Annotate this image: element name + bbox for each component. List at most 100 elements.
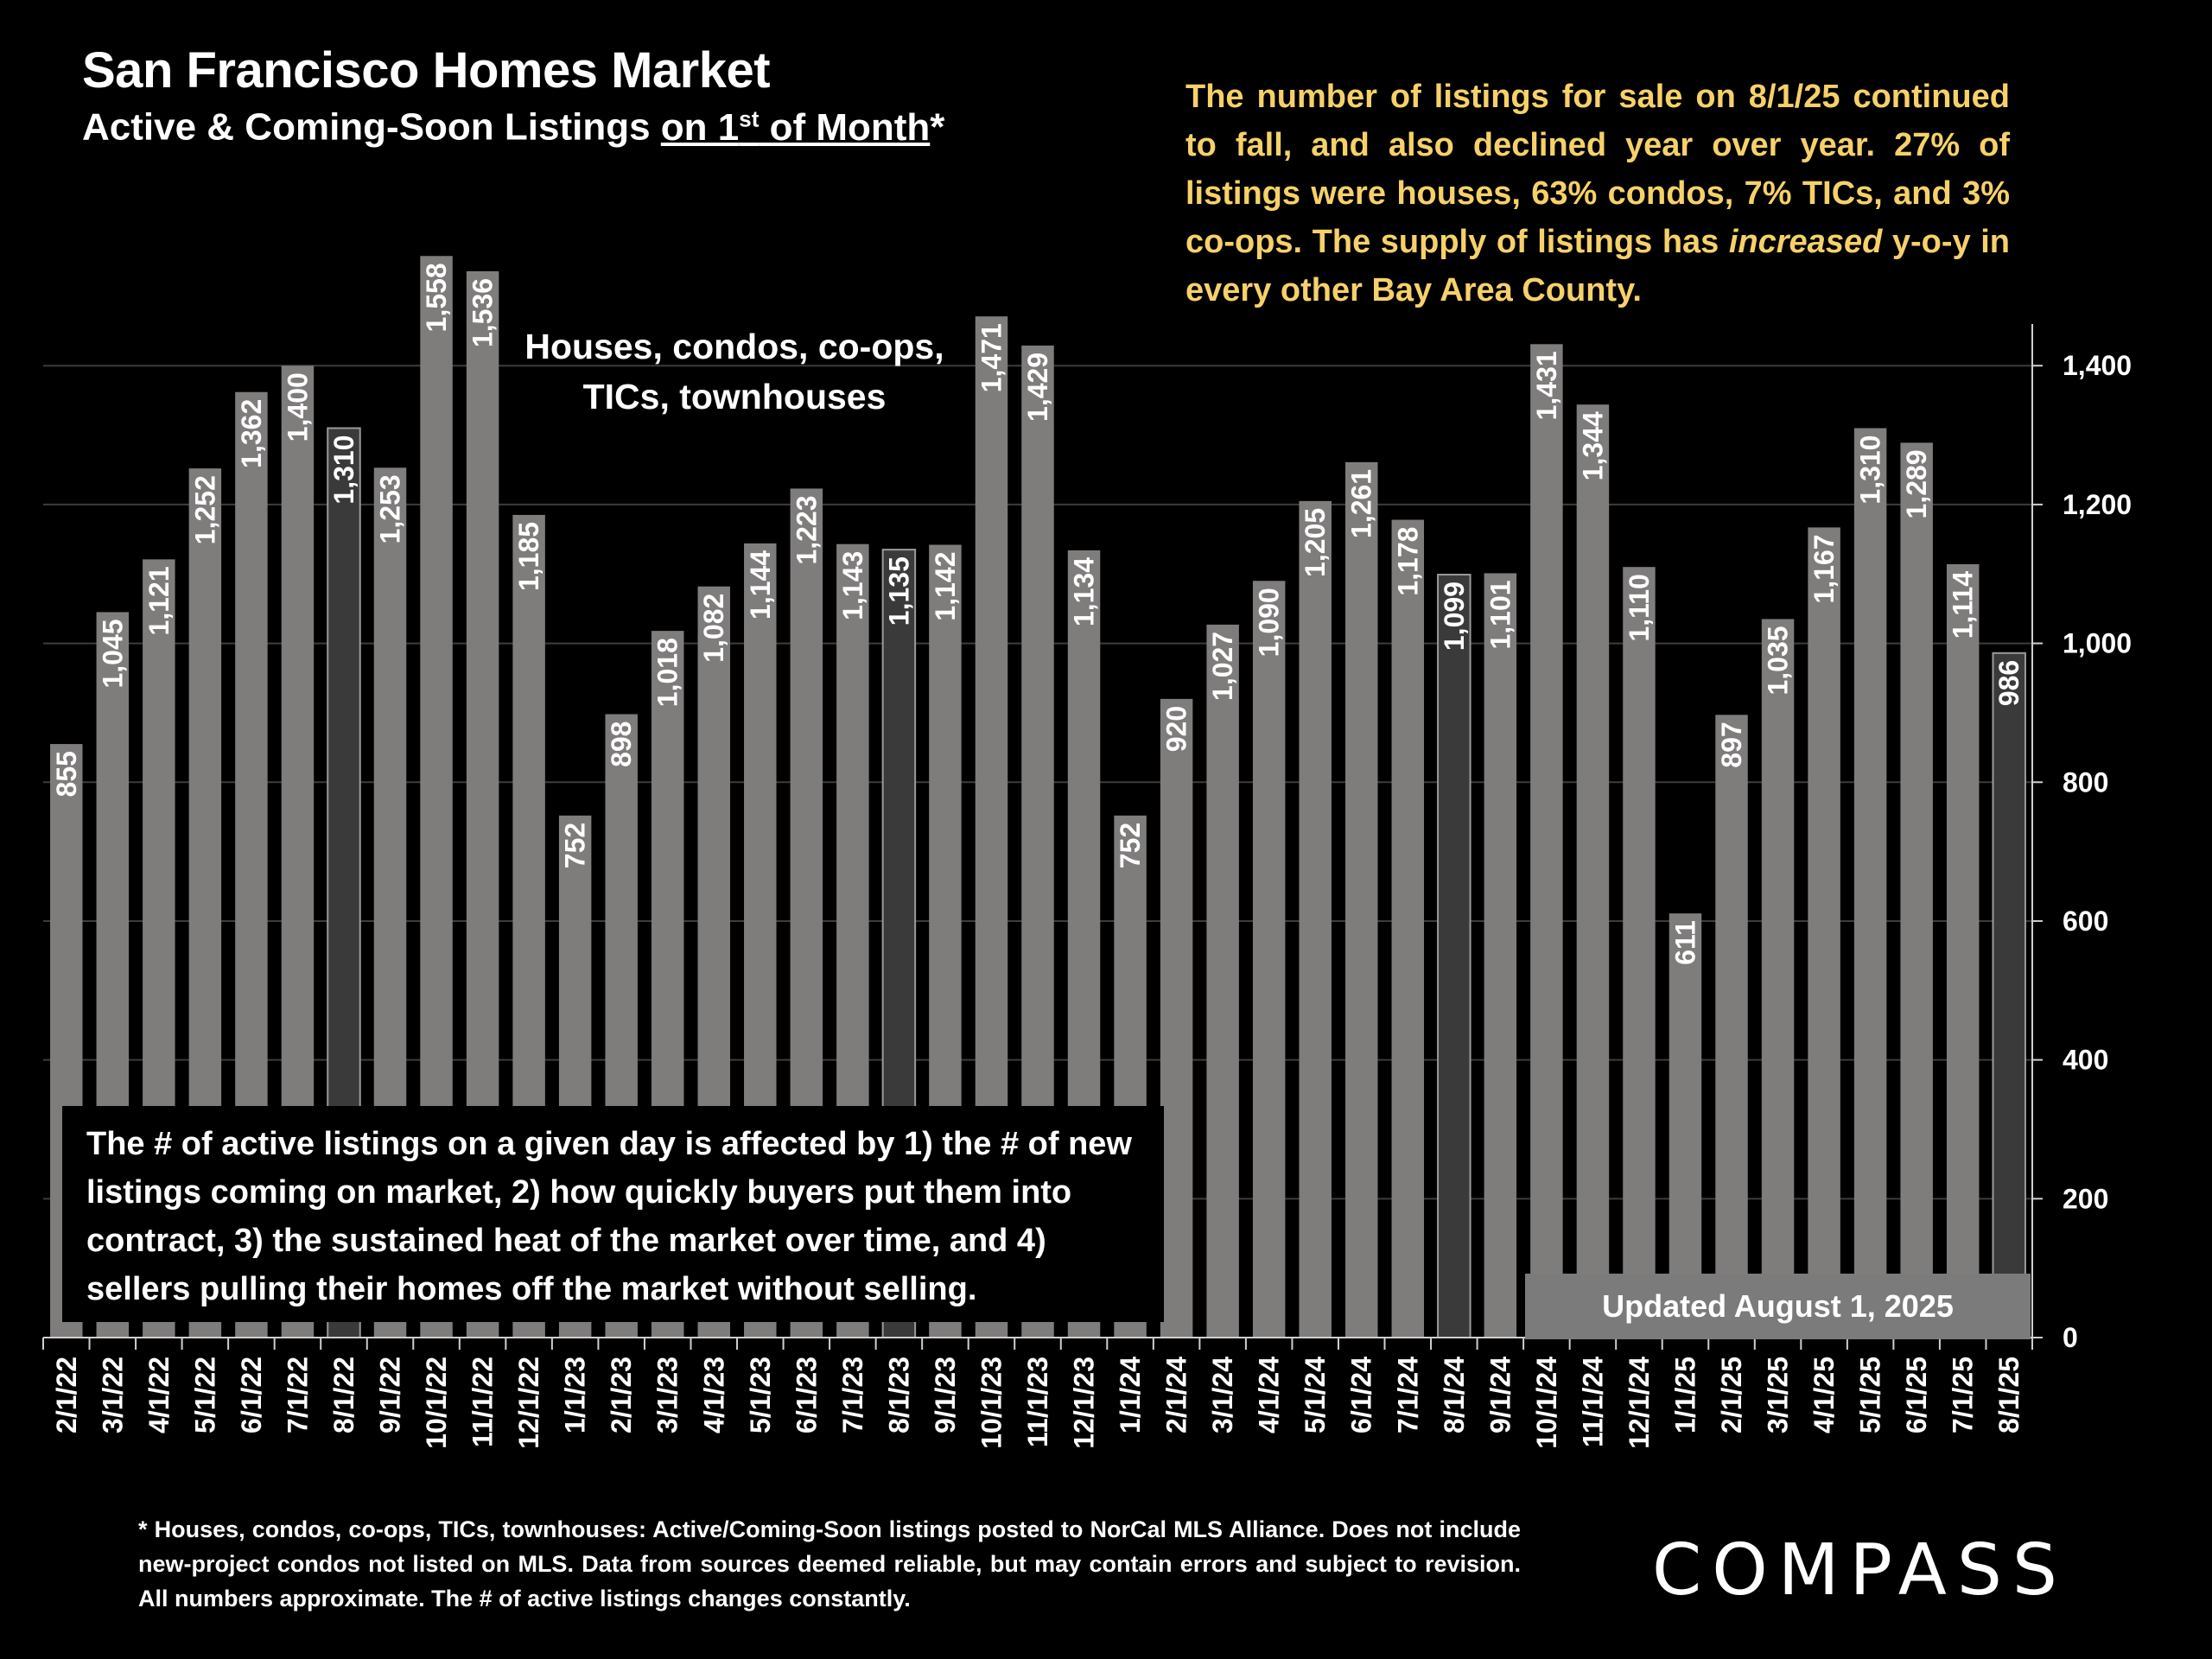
bar-value-label: 1,082 — [698, 594, 729, 663]
bar-value-label: 1,362 — [236, 399, 267, 468]
bar — [1391, 519, 1425, 1338]
bar — [1715, 715, 1748, 1338]
x-tick-label: 10/1/23 — [976, 1357, 1007, 1449]
x-tick-label: 10/1/24 — [1531, 1357, 1562, 1449]
x-tick-label: 1/1/24 — [1115, 1357, 1146, 1433]
x-tick-label: 6/1/23 — [791, 1357, 822, 1433]
x-tick-label: 4/1/25 — [1808, 1357, 1840, 1433]
bar-value-label: 1,310 — [1855, 435, 1886, 505]
bar-value-label: 1,429 — [1022, 353, 1053, 422]
bar-value-label: 1,167 — [1808, 534, 1840, 603]
subtitle-underlined: on 1st of Month — [660, 105, 931, 149]
x-tick-label: 11/1/23 — [1022, 1357, 1053, 1447]
y-tick-label: 800 — [2063, 766, 2108, 798]
x-tick-label: 3/1/23 — [652, 1357, 683, 1433]
x-tick-label: 4/1/22 — [143, 1357, 175, 1433]
bar-value-label: 1,223 — [791, 495, 822, 564]
x-tick-label: 8/1/25 — [1993, 1357, 2024, 1433]
bar-value-label: 1,134 — [1069, 557, 1100, 626]
x-tick-label: 10/1/22 — [421, 1357, 452, 1449]
bar-value-label: 1,471 — [976, 323, 1007, 392]
updated-badge: Updated August 1, 2025 — [1525, 1274, 2031, 1339]
bar — [1299, 500, 1332, 1338]
bar — [1530, 344, 1563, 1338]
bar — [1160, 698, 1193, 1338]
y-tick-label: 1,200 — [2063, 489, 2132, 520]
bar-value-label: 611 — [1669, 920, 1700, 965]
bar — [1669, 913, 1702, 1338]
bar — [1946, 563, 1980, 1338]
x-tick-label: 3/1/25 — [1763, 1357, 1794, 1433]
note-part-1: The number of listings for sale on 8/1/2… — [1185, 79, 2010, 260]
bar-value-label: 1,261 — [1346, 469, 1377, 538]
subtitle-underlined-a: on 1 — [660, 105, 740, 149]
y-tick-label: 200 — [2063, 1183, 2108, 1214]
bar-value-label: 1,135 — [883, 556, 914, 626]
x-tick-label: 11/1/22 — [467, 1357, 499, 1447]
x-tick-label: 2/1/22 — [51, 1357, 82, 1433]
x-tick-label: 8/1/24 — [1439, 1357, 1470, 1433]
bar — [1808, 527, 1840, 1338]
bar-value-label: 1,344 — [1577, 411, 1608, 480]
bar — [1252, 581, 1286, 1338]
bar-value-label: 897 — [1716, 721, 1747, 767]
bar-value-label: 1,558 — [421, 263, 452, 332]
bar-value-label: 1,027 — [1207, 632, 1238, 701]
x-tick-label: 9/1/24 — [1484, 1357, 1516, 1433]
compass-logo: COMPASS — [1652, 1529, 2068, 1611]
x-tick-label: 5/1/24 — [1300, 1357, 1331, 1433]
x-tick-label: 6/1/22 — [236, 1357, 267, 1433]
x-tick-label: 1/1/23 — [560, 1357, 591, 1433]
x-tick-label: 7/1/24 — [1392, 1357, 1423, 1433]
footnote: * Houses, condos, co-ops, TICs, townhous… — [138, 1516, 1521, 1611]
subtitle-sup: st — [739, 105, 760, 131]
x-tick-label: 11/1/24 — [1577, 1357, 1608, 1447]
y-tick-label: 0 — [2063, 1322, 2078, 1353]
x-tick-label: 2/1/25 — [1716, 1357, 1747, 1433]
bar — [1206, 624, 1239, 1338]
bar-value-label: 1,045 — [97, 619, 128, 688]
bar-value-label: 1,101 — [1484, 580, 1516, 649]
chart-subtitle: Active & Coming-Soon Listings on 1st of … — [82, 105, 944, 149]
x-tick-label: 3/1/22 — [97, 1357, 128, 1433]
y-tick-label: 400 — [2063, 1045, 2108, 1076]
bar-value-label: 1,185 — [513, 522, 544, 591]
note-part-2: y-o-y in every other Bay Area County. — [1185, 224, 2010, 308]
bar-value-label: 1,144 — [745, 550, 776, 620]
x-tick-label: 9/1/22 — [375, 1357, 406, 1433]
x-tick-label: 9/1/23 — [930, 1357, 961, 1433]
bar-value-label: 1,099 — [1439, 582, 1470, 651]
bar-value-label: 1,310 — [328, 435, 359, 505]
bar-value-label: 1,142 — [930, 551, 961, 620]
bar-value-label: 752 — [1115, 823, 1146, 868]
bar — [1576, 404, 1610, 1338]
bar-value-label: 920 — [1161, 706, 1192, 752]
x-tick-label: 12/1/24 — [1624, 1357, 1655, 1449]
x-tick-label: 8/1/23 — [883, 1357, 914, 1433]
x-tick-label: 2/1/23 — [606, 1357, 637, 1433]
bar — [1853, 428, 1887, 1338]
bar-value-label: 1,178 — [1392, 527, 1423, 596]
bar-value-label: 1,253 — [375, 474, 406, 543]
bar — [1992, 652, 2026, 1338]
x-tick-label: 6/1/25 — [1901, 1357, 1932, 1433]
x-tick-label: 4/1/23 — [698, 1357, 729, 1433]
bar-value-label: 1,252 — [189, 475, 220, 544]
bar-value-label: 986 — [1993, 660, 2024, 706]
explanation-box: The # of active listings on a given day … — [62, 1106, 1164, 1322]
y-tick-label: 600 — [2063, 906, 2108, 937]
x-tick-label: 7/1/25 — [1948, 1357, 1979, 1433]
note-emphasis: increased — [1728, 224, 1883, 260]
x-tick-label: 2/1/24 — [1161, 1357, 1192, 1433]
bar-value-label: 1,018 — [652, 638, 683, 707]
bar — [1345, 461, 1378, 1338]
x-tick-label: 3/1/24 — [1207, 1357, 1238, 1433]
property-types-label: Houses, condos, co-ops, TICs, townhouses — [524, 327, 944, 416]
commentary-note: The number of listings for sale on 8/1/2… — [1185, 73, 2010, 315]
bar — [1484, 573, 1517, 1338]
bar-value-label: 1,289 — [1901, 449, 1932, 518]
bar-value-label: 1,114 — [1948, 571, 1979, 639]
x-tick-label: 5/1/25 — [1855, 1357, 1886, 1433]
bar-value-label: 1,536 — [467, 278, 499, 347]
x-tick-label: 12/1/23 — [1069, 1357, 1100, 1449]
